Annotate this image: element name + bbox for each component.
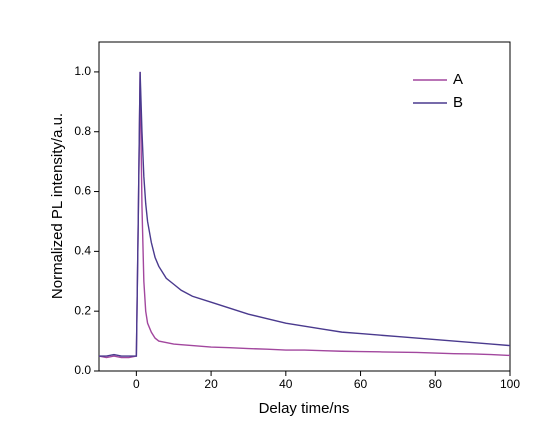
x-tick-label: 20 — [204, 377, 218, 391]
x-tick-label: 0 — [133, 377, 140, 391]
legend-label: A — [453, 71, 463, 88]
y-tick-label: 0.0 — [74, 363, 91, 377]
y-tick-label: 0.6 — [74, 184, 91, 198]
plot-frame — [98, 41, 511, 372]
y-axis-title: Normalized PL intensity/a.u. — [49, 113, 66, 299]
line-series — [98, 71, 511, 359]
legend-label: B — [453, 94, 463, 111]
line-series — [99, 71, 511, 357]
y-tick-label: 0.8 — [74, 124, 91, 138]
x-tick-label: 40 — [279, 377, 293, 391]
x-tick-label: 80 — [429, 377, 443, 391]
x-tick-label: 100 — [500, 377, 520, 391]
y-tick-label: 0.4 — [74, 244, 91, 258]
x-tick-label: 60 — [354, 377, 368, 391]
y-tick-label: 0.2 — [74, 303, 91, 317]
x-axis-title: Delay time/ns — [259, 400, 350, 417]
y-tick-label: 1.0 — [74, 64, 91, 78]
